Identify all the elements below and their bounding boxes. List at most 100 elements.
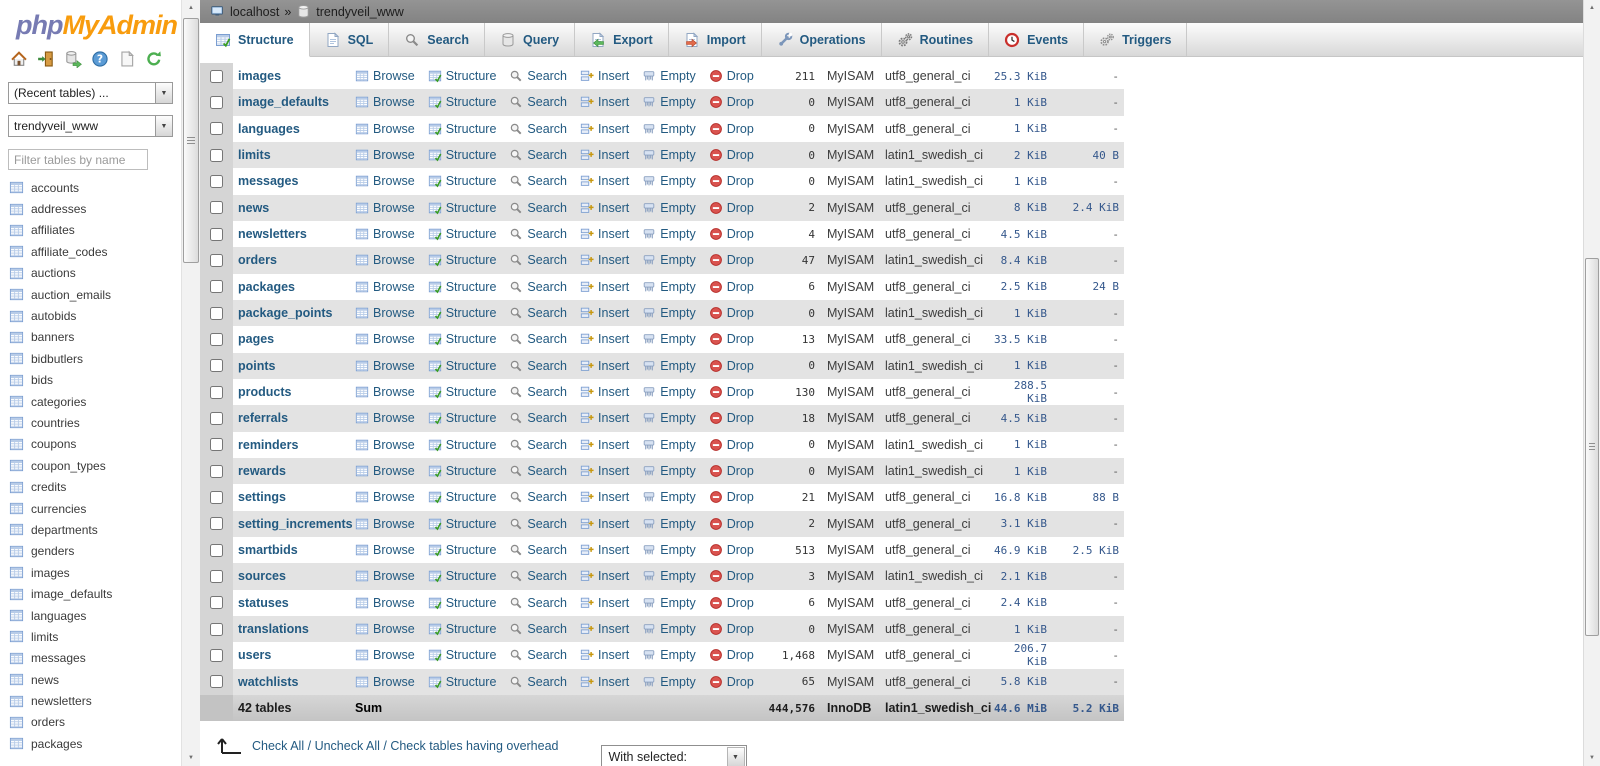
search-action[interactable]: Search: [509, 280, 567, 294]
browse-action[interactable]: Browse: [355, 69, 415, 83]
drop-action[interactable]: Drop: [709, 253, 754, 267]
empty-action[interactable]: Empty: [642, 122, 696, 136]
sidebar-table-item[interactable]: newsletters: [0, 690, 181, 711]
collation[interactable]: utf8_general_ci: [885, 69, 971, 84]
browse-action[interactable]: Browse: [355, 438, 415, 452]
insert-action[interactable]: Insert: [580, 411, 629, 425]
chevron-down-icon[interactable]: ▼: [155, 116, 172, 136]
table-name-link[interactable]: orders: [238, 253, 277, 268]
row-checkbox[interactable]: [210, 148, 223, 162]
table-name-link[interactable]: images: [238, 69, 282, 84]
empty-action[interactable]: Empty: [642, 280, 696, 294]
browse-action[interactable]: Browse: [355, 95, 415, 109]
sidebar-table-item[interactable]: bidbutlers: [0, 348, 181, 369]
structure-action[interactable]: Structure: [428, 411, 496, 425]
table-name-link[interactable]: package_points: [238, 306, 333, 321]
search-action[interactable]: Search: [509, 69, 567, 83]
structure-action[interactable]: Structure: [428, 69, 496, 83]
browse-action[interactable]: Browse: [355, 280, 415, 294]
sidebar-table-item[interactable]: auction_emails: [0, 284, 181, 305]
browse-action[interactable]: Browse: [355, 174, 415, 188]
search-action[interactable]: Search: [509, 464, 567, 478]
browse-action[interactable]: Browse: [355, 622, 415, 636]
drop-action[interactable]: Drop: [709, 569, 754, 583]
sidebar-table-item[interactable]: banners: [0, 327, 181, 348]
page-scrollbar[interactable]: ▲ ▼: [1583, 0, 1600, 766]
sidebar-table-item[interactable]: countries: [0, 412, 181, 433]
table-name-link[interactable]: products: [238, 385, 292, 400]
row-checkbox[interactable]: [210, 385, 223, 399]
sidebar-table-item[interactable]: news: [0, 669, 181, 690]
browse-action[interactable]: Browse: [355, 359, 415, 373]
row-checkbox[interactable]: [210, 122, 223, 136]
browse-action[interactable]: Browse: [355, 648, 415, 662]
tab[interactable]: SQL: [310, 23, 390, 56]
sidebar-table-item[interactable]: credits: [0, 476, 181, 497]
empty-action[interactable]: Empty: [642, 306, 696, 320]
collation[interactable]: latin1_swedish_ci: [885, 253, 983, 268]
insert-action[interactable]: Insert: [580, 385, 629, 399]
row-checkbox[interactable]: [210, 69, 223, 83]
page-scrollbar-thumb[interactable]: [1585, 258, 1599, 636]
sql-window-icon[interactable]: [64, 50, 82, 68]
structure-action[interactable]: Structure: [428, 148, 496, 162]
drop-action[interactable]: Drop: [709, 227, 754, 241]
row-checkbox[interactable]: [210, 253, 223, 267]
structure-action[interactable]: Structure: [428, 622, 496, 636]
structure-action[interactable]: Structure: [428, 517, 496, 531]
reload-icon[interactable]: [145, 50, 163, 68]
structure-action[interactable]: Structure: [428, 201, 496, 215]
sidebar-table-item[interactable]: orders: [0, 712, 181, 733]
table-name-link[interactable]: languages: [238, 121, 300, 136]
collation[interactable]: utf8_general_ci: [885, 227, 971, 242]
sidebar-table-item[interactable]: bids: [0, 370, 181, 391]
sidebar-table-item[interactable]: languages: [0, 605, 181, 626]
collation[interactable]: latin1_swedish_ci: [885, 569, 983, 584]
collation[interactable]: utf8_general_ci: [885, 200, 971, 215]
table-name-link[interactable]: newsletters: [238, 227, 307, 242]
with-selected-select[interactable]: With selected: ▼: [600, 745, 747, 766]
table-name-link[interactable]: sources: [238, 569, 286, 584]
browse-action[interactable]: Browse: [355, 148, 415, 162]
insert-action[interactable]: Insert: [580, 280, 629, 294]
collation[interactable]: latin1_swedish_ci: [885, 306, 983, 321]
sidebar-table-item[interactable]: images: [0, 562, 181, 583]
collation[interactable]: latin1_swedish_ci: [885, 358, 983, 373]
row-checkbox[interactable]: [210, 95, 223, 109]
sidebar-table-item[interactable]: autobids: [0, 305, 181, 326]
drop-action[interactable]: Drop: [709, 201, 754, 215]
chevron-down-icon[interactable]: ▼: [155, 83, 172, 103]
empty-action[interactable]: Empty: [642, 622, 696, 636]
search-action[interactable]: Search: [509, 622, 567, 636]
insert-action[interactable]: Insert: [580, 227, 629, 241]
browse-action[interactable]: Browse: [355, 201, 415, 215]
sidebar-table-item[interactable]: auctions: [0, 263, 181, 284]
structure-action[interactable]: Structure: [428, 648, 496, 662]
insert-action[interactable]: Insert: [580, 490, 629, 504]
search-action[interactable]: Search: [509, 332, 567, 346]
table-name-link[interactable]: translations: [238, 622, 309, 637]
empty-action[interactable]: Empty: [642, 490, 696, 504]
scroll-down-icon[interactable]: ▼: [1584, 750, 1600, 766]
search-action[interactable]: Search: [509, 438, 567, 452]
sidebar-table-item[interactable]: messages: [0, 648, 181, 669]
row-checkbox[interactable]: [210, 332, 223, 346]
search-action[interactable]: Search: [509, 122, 567, 136]
insert-action[interactable]: Insert: [580, 174, 629, 188]
insert-action[interactable]: Insert: [580, 359, 629, 373]
sidebar-table-item[interactable]: addresses: [0, 198, 181, 219]
search-action[interactable]: Search: [509, 596, 567, 610]
structure-action[interactable]: Structure: [428, 385, 496, 399]
table-name-link[interactable]: limits: [238, 148, 271, 163]
collation[interactable]: latin1_swedish_ci: [885, 464, 983, 479]
tab[interactable]: Search: [389, 23, 485, 56]
chevron-down-icon[interactable]: ▼: [726, 747, 745, 766]
search-action[interactable]: Search: [509, 490, 567, 504]
table-name-link[interactable]: reminders: [238, 437, 299, 452]
docs-icon[interactable]: [118, 50, 136, 68]
insert-action[interactable]: Insert: [580, 201, 629, 215]
filter-tables-input[interactable]: [8, 149, 148, 170]
browse-action[interactable]: Browse: [355, 253, 415, 267]
collation[interactable]: latin1_swedish_ci: [885, 148, 983, 163]
structure-action[interactable]: Structure: [428, 306, 496, 320]
